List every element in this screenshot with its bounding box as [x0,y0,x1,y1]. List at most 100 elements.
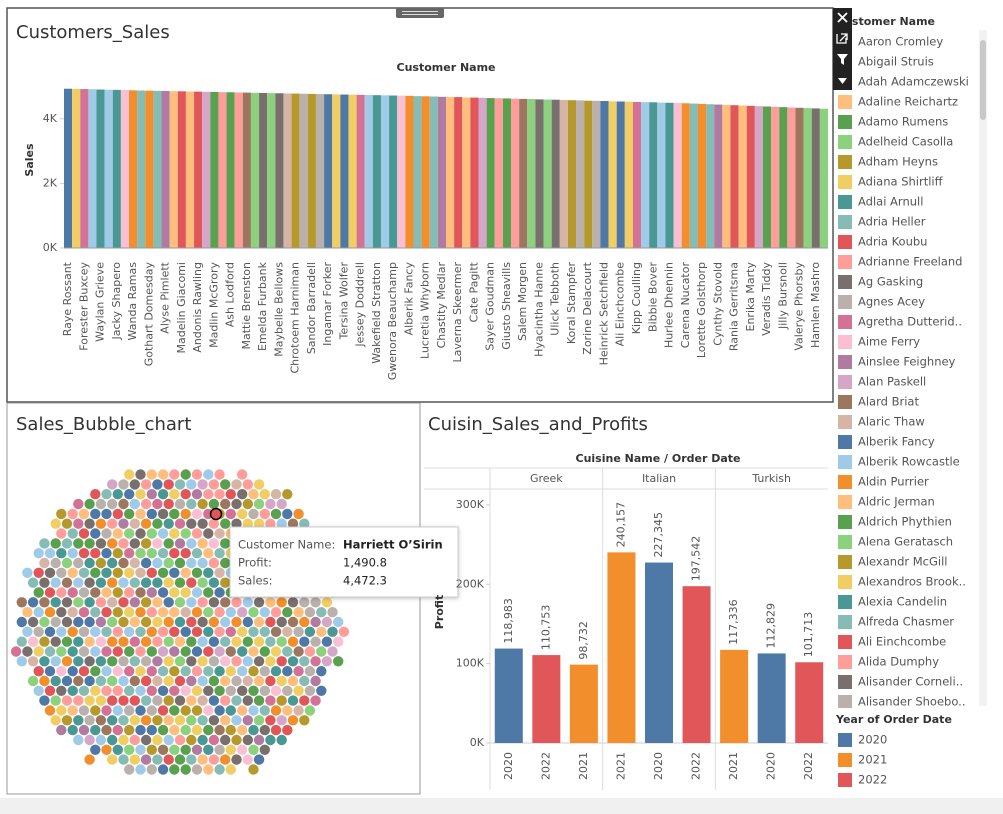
bubble [191,744,203,755]
bubble [112,705,124,716]
bubble [56,666,67,677]
legend-label[interactable]: Ainslee Feighney [858,355,956,369]
legend-swatch[interactable] [838,95,852,109]
legend-swatch[interactable] [838,455,852,469]
legend-label[interactable]: Agretha Dutterid.. [858,315,962,329]
legend-swatch[interactable] [838,515,852,529]
legend-swatch[interactable] [838,495,852,509]
bar[interactable] [757,653,786,743]
legend-label[interactable]: Aldin Purrier [858,475,929,489]
legend-label[interactable]: Alfreda Chasmer [858,615,954,629]
legend-swatch[interactable] [838,535,852,549]
legend-label[interactable]: 2021 [858,753,887,767]
legend-swatch[interactable] [838,275,852,289]
legend-swatch[interactable] [838,615,852,629]
legend-label[interactable]: Adlai Arnull [858,195,923,209]
legend-label[interactable]: Abigail Struis [858,55,934,69]
legend-label[interactable]: Alaric Thaw [858,415,925,429]
legend-swatch[interactable] [838,695,852,709]
bubble [107,656,118,667]
legend-swatch[interactable] [838,675,852,689]
bubble-highlight[interactable] [209,507,223,521]
legend-swatch[interactable] [838,773,852,787]
legend-label[interactable]: Alida Dumphy [858,655,939,669]
bar[interactable] [795,662,824,743]
legend-swatch[interactable] [838,733,852,747]
bubble [304,666,316,677]
scrollbar-thumb[interactable] [980,40,986,120]
bubble [146,744,157,755]
toolbar[interactable] [833,8,852,90]
legend-swatch[interactable] [838,435,852,449]
legend-swatch[interactable] [838,195,852,209]
legend-swatch[interactable] [838,753,852,767]
bar[interactable] [569,664,598,743]
legend-swatch[interactable] [838,475,852,489]
legend-swatch[interactable] [838,575,852,589]
bubble [95,715,107,726]
bubble [186,577,197,588]
legend-swatch[interactable] [838,295,852,309]
legend-swatch[interactable] [838,115,852,129]
legend-swatch[interactable] [838,635,852,649]
bubble [50,695,61,706]
legend-label[interactable]: 2020 [858,733,887,747]
legend-swatch[interactable] [838,235,852,249]
legend-swatch[interactable] [838,355,852,369]
legend-label[interactable]: Alard Briat [858,395,919,409]
legend-label[interactable]: Adria Koubu [858,235,927,249]
legend-label[interactable]: Adamo Rumens [858,115,948,129]
legend-label[interactable]: Aaron Cromley [858,35,943,49]
legend-label[interactable]: Alexandr McGill [858,555,948,569]
bar[interactable] [494,648,523,743]
legend-swatch[interactable] [838,375,852,389]
legend-swatch[interactable] [838,215,852,229]
legend-label[interactable]: Alexia Candelin [858,595,947,609]
legend-swatch[interactable] [838,595,852,609]
bubble [214,764,225,775]
legend-label[interactable]: Aldrich Phythien [858,515,952,529]
legend-label[interactable]: Aldric Jerman [858,495,935,509]
panel-handle[interactable] [396,8,444,18]
bar[interactable] [645,562,673,743]
legend-label[interactable]: Adelheid Casolla [858,135,953,149]
legend-swatch[interactable] [838,655,852,669]
bubble [186,734,197,746]
bubble [152,754,163,765]
legend-swatch[interactable] [838,415,852,429]
legend-label[interactable]: Adria Heller [858,215,926,229]
legend-label[interactable]: Aime Ferry [858,335,920,349]
legend-label[interactable]: Alberik Rowcastle [858,455,960,469]
legend-swatch[interactable] [838,175,852,189]
legend-label[interactable]: 2022 [858,773,887,787]
legend-label[interactable]: Ag Gasking [858,275,923,289]
bar[interactable] [607,552,636,743]
bar[interactable] [720,649,749,743]
legend-label[interactable]: Ali Einchcombe [858,635,946,649]
legend-label[interactable]: Adiana Shirtliff [858,175,944,189]
legend-swatch[interactable] [838,135,852,149]
bar [632,101,642,248]
legend-label[interactable]: Adaline Reichartz [858,95,958,109]
legend-label[interactable]: Adah Adamczewski [858,75,969,89]
legend-label[interactable]: Alan Paskell [858,375,926,389]
legend-label[interactable]: Alberik Fancy [858,435,935,449]
bubble [90,666,101,677]
bar[interactable] [682,586,711,743]
legend-swatch[interactable] [838,555,852,569]
legend-label[interactable]: Alexandros Brook.. [858,575,966,589]
legend-label[interactable]: Adham Heyns [858,155,938,169]
bubble [157,469,169,480]
legend-swatch[interactable] [838,155,852,169]
legend-label[interactable]: Adrianne Freeland [858,255,962,269]
legend-label[interactable]: Alisander Corneli.. [858,675,963,689]
legend-swatch[interactable] [838,335,852,349]
legend-label[interactable]: Alena Geratasch [858,535,953,549]
legend-swatch[interactable] [838,395,852,409]
legend-label[interactable]: Agnes Acey [858,295,925,309]
legend-swatch[interactable] [838,255,852,269]
legend-swatch[interactable] [838,315,852,329]
legend-label[interactable]: Alisander Shoebo.. [858,695,966,709]
bubble [180,685,191,696]
bar[interactable] [532,655,561,743]
